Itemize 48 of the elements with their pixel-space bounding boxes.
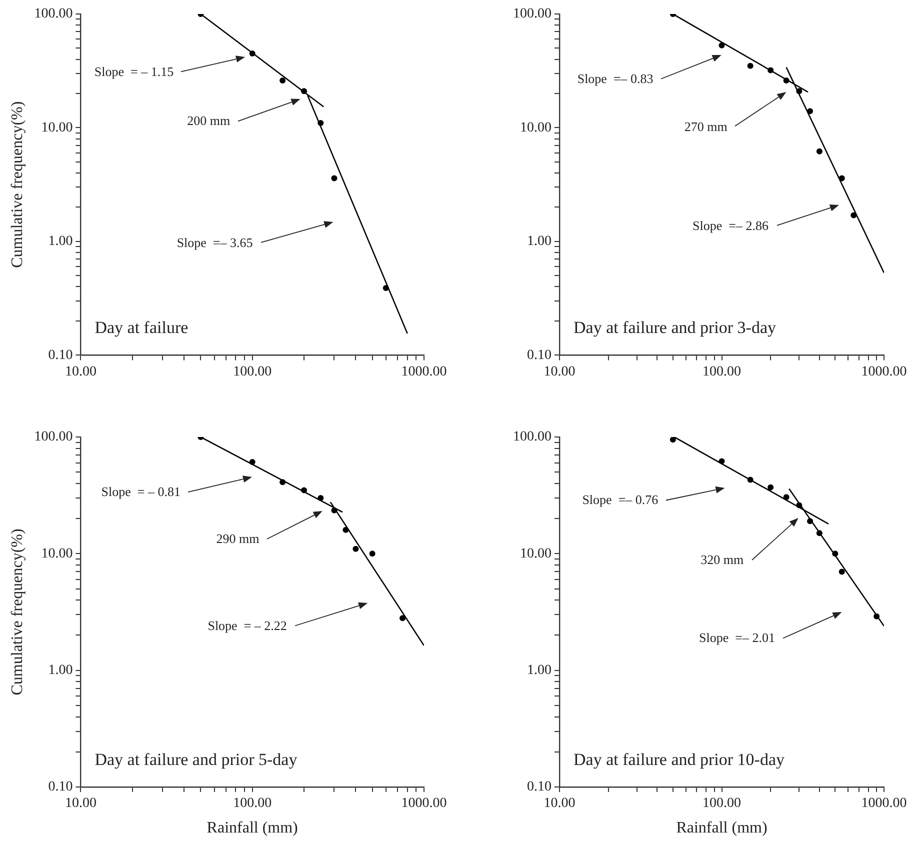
text: Day at failure and prior 5-day (94, 750, 298, 769)
annotation: 290 mm (216, 530, 260, 546)
x-tick-label: 100.00 (233, 796, 272, 812)
annotation: 320 mm (700, 552, 744, 566)
x-tick-label: 10.00 (544, 364, 576, 380)
annotation: Slope =– 0.83 (577, 70, 654, 86)
y-tick-label: 10.00 (520, 120, 552, 136)
annotation: Slope =– 2.01 (699, 630, 775, 646)
y-axis-title: Cumulative frequency(%) (8, 101, 26, 268)
y-tick-label: 100.00 (34, 430, 73, 445)
x-tick-label: 10.00 (544, 796, 576, 812)
text: Day at failure and prior 10-day (574, 750, 785, 769)
annotation: Slope = – 1.15 (94, 64, 174, 79)
x-tick-label: 1000.00 (401, 364, 447, 380)
y-tick-label: 0.10 (48, 780, 73, 795)
y-tick-label: 1.00 (48, 234, 73, 250)
x-tick-label: 1000.00 (861, 796, 907, 812)
text: Day at failure (94, 318, 188, 338)
y-axis-title: Cumulative frequency(%) (8, 528, 26, 696)
x-tick-label: 100.00 (702, 796, 741, 812)
y-tick-label: 10.00 (41, 546, 73, 562)
x-tick-label: 10.00 (64, 364, 96, 380)
y-tick-label: 1.00 (527, 663, 552, 678)
x-axis-title: Rainfall (mm) (676, 820, 768, 837)
x-tick-label: 100.00 (702, 364, 741, 380)
y-tick-label: 1.00 (48, 663, 73, 678)
annotation: Slope =– 2.86 (692, 218, 768, 233)
x-tick-label: 100.00 (233, 364, 272, 380)
annotation: Slope = – 2.22 (208, 618, 287, 633)
x-tick-label: 10.00 (64, 796, 96, 812)
y-tick-label: 100.00 (34, 6, 73, 22)
annotation: Slope = – 0.81 (101, 484, 180, 499)
y-tick-label: 1.00 (527, 234, 552, 250)
x-tick-label: 1000.00 (401, 796, 447, 812)
x-axis-title: Rainfall (mm) (206, 820, 298, 837)
annotation: Slope =– 0.76 (582, 492, 658, 507)
annotation: Slope =– 3.65 (176, 234, 253, 250)
y-tick-label: 100.00 (513, 430, 552, 445)
y-tick-label: 0.10 (527, 348, 552, 363)
y-tick-label: 0.10 (527, 780, 552, 795)
annotation: 270 mm (684, 118, 728, 134)
y-tick-label: 0.10 (48, 348, 73, 363)
annotation: 200 mm (187, 113, 230, 128)
text: Day at failure and prior 3-day (574, 318, 776, 338)
y-tick-label: 10.00 (520, 546, 552, 562)
y-tick-label: 100.00 (513, 6, 552, 22)
x-tick-label: 1000.00 (861, 364, 907, 380)
y-tick-label: 10.00 (41, 120, 73, 136)
